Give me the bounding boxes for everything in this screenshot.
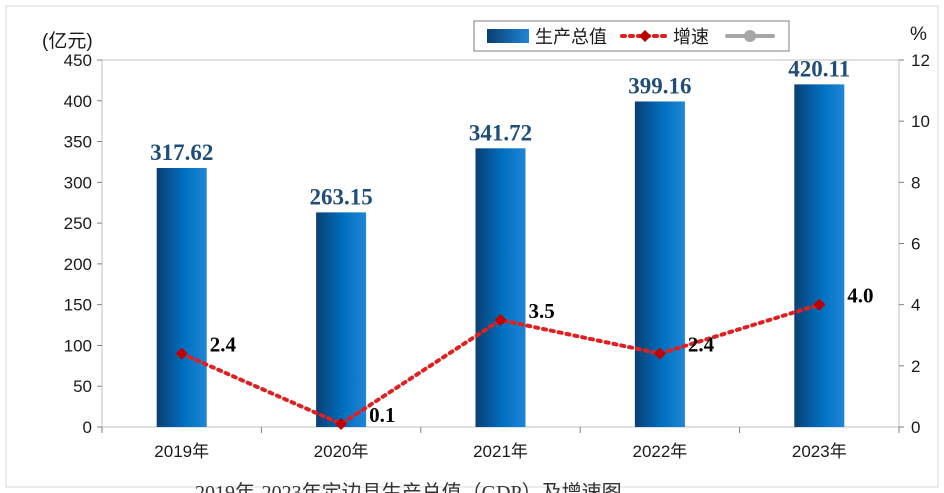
bar bbox=[316, 212, 367, 427]
rate-value-label: 2.4 bbox=[688, 333, 715, 357]
x-tick-label: 2021年 bbox=[473, 442, 528, 461]
legend-line-label: 增速 bbox=[673, 27, 709, 47]
bar-series bbox=[156, 84, 845, 428]
legend-line-marker bbox=[639, 30, 651, 42]
bar bbox=[156, 167, 207, 427]
rate-marker bbox=[813, 298, 826, 311]
bar bbox=[475, 148, 526, 427]
chart-caption: 2019年-2023年定边县生产总值（GDP）及增速图 bbox=[195, 481, 622, 493]
rate-value-label: 0.1 bbox=[369, 403, 395, 427]
left-tick-label: 250 bbox=[64, 214, 92, 233]
left-axis-ticks: 0 50 100 150 200 250 300 350 400 450 bbox=[64, 51, 102, 437]
left-tick-label: 350 bbox=[64, 133, 92, 152]
right-axis-unit: % bbox=[910, 24, 927, 45]
left-tick-label: 300 bbox=[64, 173, 92, 192]
left-tick-label: 100 bbox=[64, 336, 92, 355]
left-tick-label: 200 bbox=[64, 255, 92, 274]
rate-value-label: 2.4 bbox=[210, 333, 237, 357]
legend-bar-label: 生产总值 bbox=[535, 27, 607, 47]
rate-marker bbox=[494, 313, 507, 326]
bar bbox=[794, 84, 845, 427]
rate-value-label: 3.5 bbox=[529, 299, 555, 323]
bar-value-label: 399.16 bbox=[628, 73, 691, 98]
left-tick-label: 400 bbox=[64, 92, 92, 111]
right-tick-label: 4 bbox=[911, 296, 920, 315]
right-tick-label: 12 bbox=[911, 51, 930, 70]
rate-marker bbox=[335, 417, 348, 430]
bar-value-label: 420.11 bbox=[788, 56, 850, 81]
x-tick-label: 2019年 bbox=[154, 442, 209, 461]
legend-extra-marker bbox=[744, 30, 756, 42]
left-axis-unit: (亿元) bbox=[42, 30, 93, 52]
right-tick-label: 10 bbox=[911, 112, 930, 131]
right-tick-label: 8 bbox=[911, 173, 920, 192]
x-tick-label: 2020年 bbox=[314, 442, 369, 461]
left-tick-label: 150 bbox=[64, 296, 92, 315]
rate-value-label: 4.0 bbox=[847, 284, 873, 308]
rate-value-labels: 2.4 0.1 3.5 2.4 4.0 bbox=[210, 284, 874, 427]
legend-bar-swatch bbox=[487, 29, 529, 43]
left-tick-label: 50 bbox=[73, 377, 92, 396]
rate-marker bbox=[653, 347, 666, 360]
right-tick-label: 6 bbox=[911, 235, 920, 254]
right-tick-label: 0 bbox=[911, 418, 920, 437]
rate-markers bbox=[175, 298, 826, 430]
left-tick-label: 0 bbox=[83, 418, 92, 437]
x-tick-label: 2022年 bbox=[632, 442, 687, 461]
right-tick-label: 2 bbox=[911, 357, 920, 376]
right-axis-ticks: 0 2 4 6 8 10 12 bbox=[899, 51, 930, 437]
bar-value-label: 263.15 bbox=[309, 184, 372, 209]
bar-value-label: 341.72 bbox=[469, 120, 532, 145]
bar bbox=[634, 101, 685, 428]
rate-marker bbox=[175, 347, 188, 360]
bar-value-label: 317.62 bbox=[150, 140, 213, 165]
legend: 生产总值 增速 bbox=[473, 20, 790, 52]
x-tick-label: 2023年 bbox=[792, 442, 847, 461]
left-tick-label: 450 bbox=[64, 51, 92, 70]
x-axis-ticks: 2019年 2020年 2021年 2022年 2023年 bbox=[101, 427, 900, 461]
bar-value-labels: 317.62 263.15 341.72 399.16 420.11 bbox=[150, 56, 850, 209]
